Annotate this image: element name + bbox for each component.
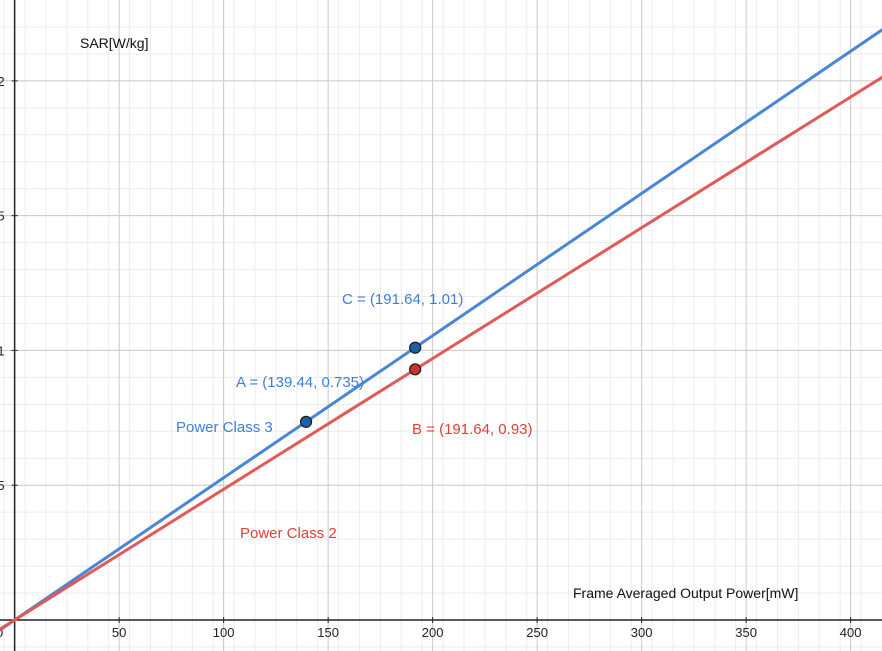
x-tick-label: 400 [840,625,862,640]
tick-labels: 0 50 100 150 200 250 300 350 400 0.5 1 1.5 2 [0,74,862,640]
x-axis-title: Frame Averaged Output Power[mW] [573,585,798,601]
x-tick-label: 200 [422,625,444,640]
series-line-power-class-3 [0,28,882,632]
data-point-c [409,341,422,354]
x-tick-label: 300 [631,625,653,640]
x-tick-label: 150 [317,625,339,640]
data-point-b [409,363,422,376]
x-tick-label: 350 [735,625,757,640]
point-a-label: A = (139.44, 0.735) [236,374,364,391]
data-points [299,341,422,428]
x-tick-label: 250 [526,625,548,640]
point-c-label: C = (191.64, 1.01) [342,291,463,308]
x-tick-label: 100 [213,625,235,640]
y-tick-label: 0.5 [0,478,5,493]
power-class-3-label: Power Class 3 [176,419,273,436]
y-axis-title: SAR[W/kg] [80,35,148,51]
x-tick-label: 0 [0,625,3,640]
y-tick-label: 2 [0,74,5,89]
point-b-label: B = (191.64, 0.93) [412,421,533,438]
x-tick-label: 50 [112,625,126,640]
series-lines [0,28,882,632]
series-line-power-class-2 [0,75,882,631]
y-tick-label: 1.5 [0,209,5,224]
data-point-a [299,415,313,428]
y-tick-label: 1 [0,343,5,358]
power-class-2-label: Power Class 2 [240,525,337,542]
